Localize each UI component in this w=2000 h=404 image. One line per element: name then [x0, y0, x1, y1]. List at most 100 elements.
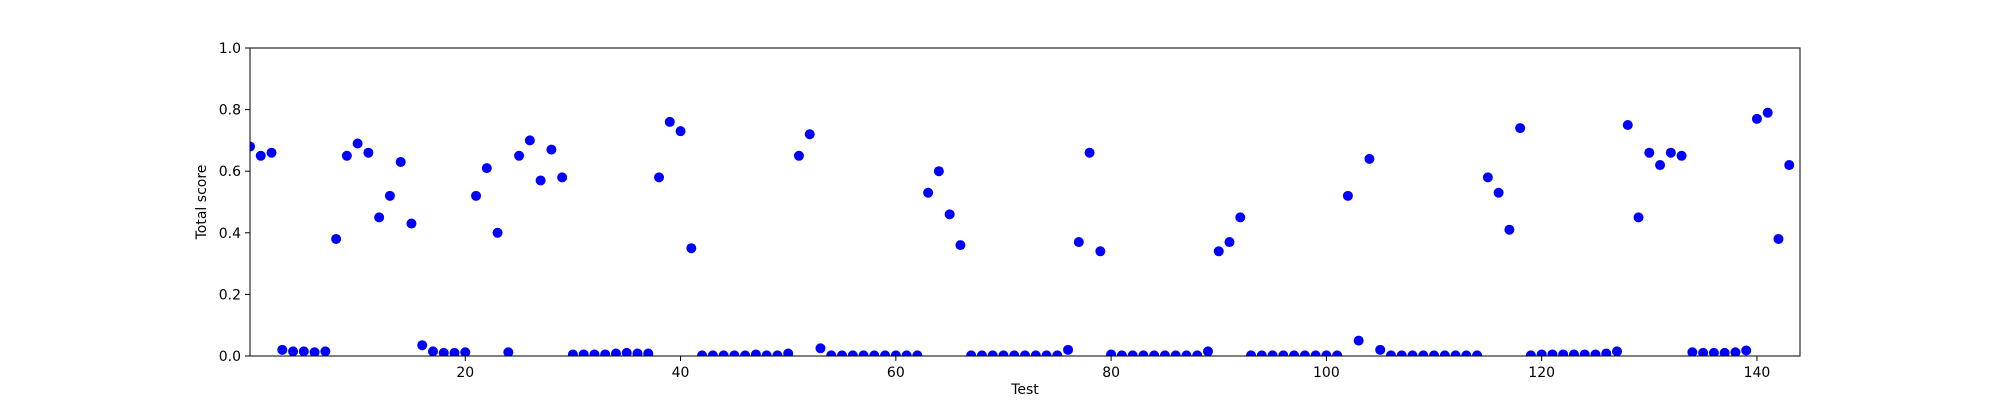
data-point — [524, 135, 535, 146]
y-tick-label: 0.2 — [219, 287, 241, 303]
data-point — [1246, 350, 1257, 356]
x-tick-label: 20 — [456, 365, 474, 381]
data-point — [255, 150, 266, 161]
data-point — [890, 350, 901, 356]
data-point — [858, 350, 869, 356]
data-point — [1773, 233, 1784, 244]
data-point — [250, 141, 255, 152]
data-point — [449, 347, 460, 356]
data-point — [1687, 347, 1698, 356]
data-point — [1084, 147, 1095, 158]
data-point — [1590, 349, 1601, 356]
data-point — [750, 349, 761, 356]
data-point — [1762, 107, 1773, 118]
data-point — [1289, 350, 1300, 356]
x-tick-label: 40 — [672, 365, 690, 381]
data-point — [503, 347, 514, 356]
data-point — [578, 349, 589, 356]
data-point — [1342, 190, 1353, 201]
data-point — [1633, 212, 1644, 223]
y-tick-label: 1.0 — [219, 41, 241, 57]
data-point — [1116, 350, 1127, 356]
data-point — [966, 350, 977, 356]
data-point — [1676, 150, 1687, 161]
data-point — [1332, 350, 1343, 356]
data-point — [1267, 350, 1278, 356]
data-point — [1299, 350, 1310, 356]
data-point — [1224, 237, 1235, 248]
data-point — [277, 344, 288, 355]
data-point — [1472, 350, 1483, 356]
data-point — [1063, 344, 1074, 355]
x-tick-label: 100 — [1313, 365, 1340, 381]
data-point — [1418, 350, 1429, 356]
data-point — [384, 190, 395, 201]
data-point — [1655, 160, 1666, 171]
x-tick-label: 80 — [1102, 365, 1120, 381]
data-point — [1751, 113, 1762, 124]
data-point — [664, 116, 675, 127]
data-point — [1159, 350, 1170, 356]
data-point — [707, 350, 718, 356]
data-point — [1525, 350, 1536, 356]
data-point — [1041, 350, 1052, 356]
data-point — [1708, 347, 1719, 356]
data-point — [847, 350, 858, 356]
data-points — [250, 107, 1795, 356]
data-point — [298, 346, 309, 356]
data-point — [1461, 350, 1472, 356]
x-axis-label: Test — [1010, 382, 1039, 398]
x-tick-label: 140 — [1744, 365, 1771, 381]
data-point — [998, 350, 1009, 356]
data-point — [1450, 350, 1461, 356]
data-point — [266, 147, 277, 158]
data-point — [1321, 350, 1332, 356]
data-point — [869, 350, 880, 356]
data-point — [1493, 187, 1504, 198]
data-point — [1612, 346, 1623, 356]
data-point — [309, 347, 320, 356]
data-point — [955, 240, 966, 251]
data-point — [514, 150, 525, 161]
data-point — [1568, 349, 1579, 356]
data-point — [1213, 246, 1224, 257]
y-tick-label: 0.0 — [219, 349, 241, 365]
data-point — [1741, 345, 1752, 356]
data-point — [1375, 344, 1386, 355]
data-point — [471, 190, 482, 201]
data-point — [363, 147, 374, 158]
data-point — [600, 349, 611, 356]
data-point — [1353, 335, 1364, 346]
data-point — [772, 350, 783, 356]
data-point — [1730, 347, 1741, 356]
data-point — [1407, 350, 1418, 356]
data-point — [1256, 350, 1267, 356]
y-axis-label: Total score — [194, 165, 210, 241]
y-tick-label: 0.4 — [219, 226, 241, 242]
data-point — [1192, 350, 1203, 356]
data-point — [460, 347, 471, 356]
data-point — [1073, 237, 1084, 248]
data-point — [987, 350, 998, 356]
data-point — [589, 349, 600, 356]
data-point — [1482, 172, 1493, 183]
data-point — [1095, 246, 1106, 257]
data-point — [643, 348, 654, 356]
data-point — [1181, 350, 1192, 356]
data-point — [1138, 350, 1149, 356]
data-point — [621, 347, 632, 356]
data-point — [1719, 347, 1730, 356]
data-point — [793, 150, 804, 161]
data-point — [1439, 350, 1450, 356]
data-point — [331, 233, 342, 244]
data-point — [1396, 350, 1407, 356]
data-point — [1030, 350, 1041, 356]
y-tick-label: 0.8 — [219, 103, 241, 119]
data-point — [546, 144, 557, 155]
data-point — [395, 156, 406, 167]
data-point — [1106, 349, 1117, 356]
y-tick-label: 0.6 — [219, 164, 241, 180]
data-point — [837, 350, 848, 356]
data-point — [944, 209, 955, 220]
